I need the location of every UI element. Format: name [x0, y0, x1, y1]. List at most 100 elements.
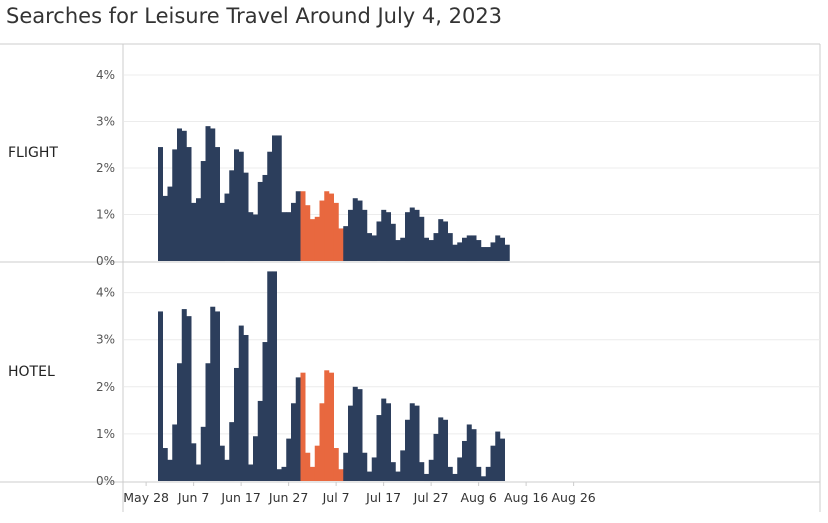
bar-flight: [281, 212, 287, 262]
bar-hotel: [205, 363, 211, 481]
bar-hotel: [405, 419, 410, 481]
bar-flight: [457, 242, 463, 261]
bar-flight: [253, 214, 258, 261]
bar-flight: [186, 147, 192, 261]
bar-hotel: [324, 370, 330, 481]
bar-flight: [219, 202, 225, 262]
bar-hotel: [305, 452, 311, 481]
bar-flight: [324, 191, 330, 261]
bar-flight: [367, 233, 372, 261]
bar-hotel: [333, 448, 339, 481]
bar-flight: [419, 216, 425, 261]
y-tick-label-hotel: 1%: [96, 427, 115, 441]
bar-hotel: [352, 386, 358, 481]
bar-hotel: [485, 466, 491, 481]
bar-hotel: [447, 466, 453, 481]
bar-hotel: [291, 403, 296, 481]
bar-flight: [428, 240, 434, 261]
bar-flight: [485, 247, 491, 261]
bar-hotel: [210, 306, 216, 481]
bar-hotel: [257, 400, 263, 481]
x-tick-label: Aug 16: [504, 490, 548, 505]
bar-hotel: [443, 419, 448, 481]
bar-hotel: [262, 342, 268, 481]
x-tick-label: Jun 27: [268, 490, 308, 505]
bar-flight: [172, 149, 178, 261]
y-tick-label-flight: 3%: [96, 115, 115, 129]
bar-hotel: [329, 372, 334, 481]
bar-hotel: [248, 464, 254, 481]
bar-flight: [500, 237, 505, 261]
bar-flight: [177, 128, 182, 261]
bar-flight: [338, 228, 344, 261]
bar-flight: [257, 181, 263, 261]
y-tick-label-hotel: 3%: [96, 333, 115, 347]
bar-hotel: [419, 462, 425, 481]
x-tick-label: May 28: [123, 490, 169, 505]
bar-flight: [319, 200, 325, 261]
bar-hotel: [314, 445, 320, 482]
bar-flight: [504, 244, 510, 261]
bar-hotel: [181, 309, 187, 481]
y-tick-label-flight: 2%: [96, 161, 115, 175]
bar-flight: [291, 202, 296, 262]
bar-flight: [409, 207, 415, 261]
bar-flight: [314, 216, 320, 261]
bar-flight: [305, 205, 311, 261]
bar-hotel: [457, 457, 463, 481]
y-tick-label-flight: 0%: [96, 254, 115, 268]
bar-hotel: [224, 459, 230, 482]
bar-hotel: [433, 433, 439, 481]
bar-hotel: [414, 405, 420, 481]
bar-hotel: [196, 464, 201, 481]
bar-flight: [348, 209, 353, 261]
bar-flight: [481, 247, 486, 261]
bar-flight: [234, 149, 239, 261]
bar-hotel: [281, 466, 287, 481]
bar-flight: [395, 240, 401, 261]
bar-flight: [390, 223, 396, 261]
bar-hotel: [476, 466, 482, 481]
bar-hotel: [495, 431, 501, 482]
x-tick-label: Aug 26: [551, 490, 595, 505]
bar-flight: [490, 242, 496, 261]
x-tick-label: Jun 7: [177, 490, 209, 505]
bar-hotel: [381, 398, 387, 481]
bar-hotel: [267, 271, 273, 481]
bar-hotel: [390, 462, 396, 481]
bar-hotel: [219, 445, 225, 482]
bar-flight: [210, 128, 216, 261]
bar-flight: [272, 135, 277, 261]
bar-hotel: [357, 389, 363, 481]
bar-flight: [310, 219, 315, 261]
bar-flight: [181, 130, 187, 261]
bar-hotel: [200, 426, 206, 481]
bar-flight: [158, 147, 163, 261]
bar-hotel: [229, 422, 235, 482]
bar-flight: [386, 212, 391, 262]
bar-flight: [376, 221, 382, 261]
bar-flight: [381, 209, 387, 261]
y-tick-label-hotel: 0%: [96, 474, 115, 488]
bar-flight: [343, 226, 349, 262]
bar-hotel: [286, 438, 292, 481]
bar-flight: [362, 209, 368, 261]
bar-hotel: [234, 367, 239, 481]
y-tick-label-hotel: 4%: [96, 286, 115, 300]
bar-hotel: [253, 436, 258, 481]
bar-flight: [371, 235, 377, 262]
bar-hotel: [367, 471, 372, 481]
bar-flight: [471, 235, 477, 262]
bar-hotel: [500, 438, 505, 481]
x-tick-label: Aug 6: [460, 490, 496, 505]
bar-flight: [357, 200, 363, 261]
bar-hotel: [167, 459, 173, 482]
bar-flight: [300, 191, 306, 261]
bar-flight: [329, 193, 334, 261]
bar-flight: [205, 126, 211, 262]
x-tick-label: Jul 17: [365, 490, 401, 505]
bar-hotel: [466, 424, 472, 481]
bar-flight: [476, 240, 482, 261]
bar-flight: [443, 221, 448, 261]
